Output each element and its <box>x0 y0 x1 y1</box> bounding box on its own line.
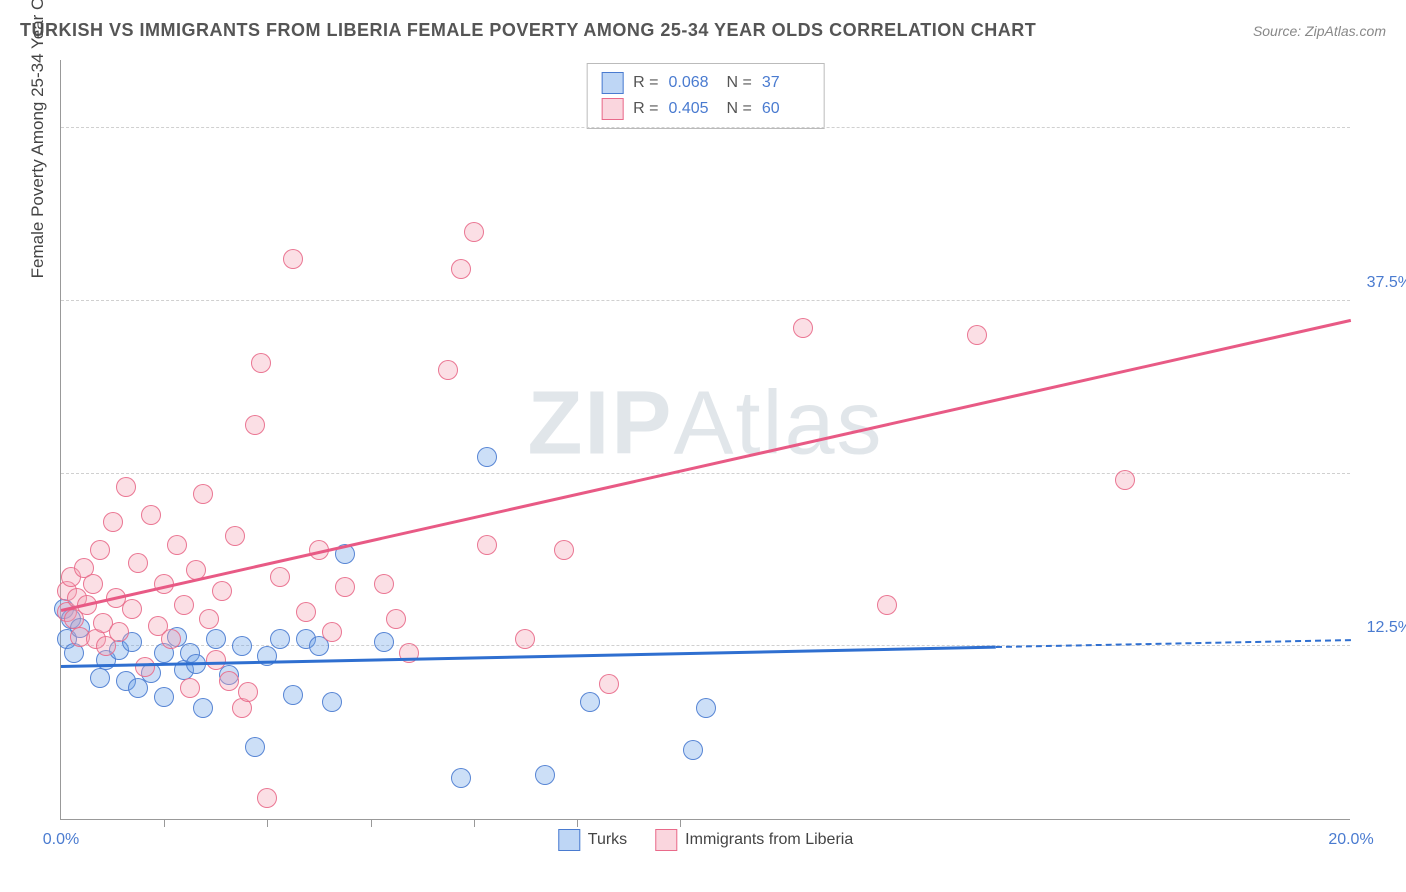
data-point <box>180 678 200 698</box>
data-point <box>374 574 394 594</box>
legend-n-value: 60 <box>762 100 810 118</box>
legend-r-value: 0.068 <box>669 74 717 92</box>
legend-swatch <box>558 829 580 851</box>
data-point <box>270 567 290 587</box>
x-tick <box>474 819 475 827</box>
data-point <box>554 540 574 560</box>
data-point <box>238 682 258 702</box>
legend-row: R = 0.405 N = 60 <box>601 96 810 122</box>
grid-line <box>61 300 1350 301</box>
legend-row: R = 0.068 N = 37 <box>601 70 810 96</box>
data-point <box>83 574 103 594</box>
legend-series-name: Immigrants from Liberia <box>685 831 853 849</box>
data-point <box>90 540 110 560</box>
correlation-legend: R = 0.068 N = 37 R = 0.405 N = 60 <box>586 63 825 129</box>
data-point <box>296 602 316 622</box>
data-point <box>193 698 213 718</box>
data-point <box>535 765 555 785</box>
data-point <box>283 685 303 705</box>
data-point <box>696 698 716 718</box>
data-point <box>251 353 271 373</box>
scatter-plot: ZIPAtlas R =0.068N =37R =0.405N =60 Turk… <box>60 60 1350 820</box>
x-tick <box>577 819 578 827</box>
data-point <box>141 505 161 525</box>
legend-n-value: 37 <box>762 74 810 92</box>
data-point <box>1115 470 1135 490</box>
legend-r-label: R = <box>633 100 658 118</box>
data-point <box>219 671 239 691</box>
data-point <box>103 512 123 532</box>
legend-swatch <box>601 72 623 94</box>
x-tick-label: 20.0% <box>1328 831 1373 849</box>
data-point <box>335 577 355 597</box>
data-point <box>322 622 342 642</box>
series-legend: Turks Immigrants from Liberia <box>558 829 853 851</box>
legend-n-label: N = <box>727 100 752 118</box>
y-axis-label: Female Poverty Among 25-34 Year Olds <box>28 0 48 278</box>
data-point <box>161 629 181 649</box>
data-point <box>257 788 277 808</box>
y-tick-label: 37.5% <box>1367 274 1406 292</box>
legend-r-value: 0.405 <box>669 100 717 118</box>
data-point <box>322 692 342 712</box>
data-point <box>438 360 458 380</box>
grid-line <box>61 127 1350 128</box>
legend-item: Turks <box>558 829 627 851</box>
data-point <box>128 553 148 573</box>
data-point <box>232 636 252 656</box>
data-point <box>374 632 394 652</box>
y-tick-label: 12.5% <box>1367 619 1406 637</box>
data-point <box>167 535 187 555</box>
legend-r-label: R = <box>633 74 658 92</box>
data-point <box>109 622 129 642</box>
grid-line <box>61 473 1350 474</box>
data-point <box>270 629 290 649</box>
legend-series-name: Turks <box>588 831 627 849</box>
data-point <box>206 629 226 649</box>
data-point <box>451 259 471 279</box>
trend-line <box>996 639 1351 648</box>
data-point <box>193 484 213 504</box>
data-point <box>245 415 265 435</box>
data-point <box>580 692 600 712</box>
data-point <box>225 526 245 546</box>
grid-line <box>61 645 1350 646</box>
source-attribution: Source: ZipAtlas.com <box>1253 23 1386 39</box>
data-point <box>477 535 497 555</box>
data-point <box>174 595 194 615</box>
legend-swatch <box>655 829 677 851</box>
legend-item: Immigrants from Liberia <box>655 829 853 851</box>
data-point <box>967 325 987 345</box>
chart-title: TURKISH VS IMMIGRANTS FROM LIBERIA FEMAL… <box>20 20 1036 41</box>
data-point <box>877 595 897 615</box>
data-point <box>464 222 484 242</box>
x-tick <box>164 819 165 827</box>
data-point <box>212 581 232 601</box>
data-point <box>206 650 226 670</box>
x-tick <box>680 819 681 827</box>
watermark: ZIPAtlas <box>527 373 883 476</box>
data-point <box>477 447 497 467</box>
data-point <box>599 674 619 694</box>
x-tick-label: 0.0% <box>43 831 79 849</box>
x-tick <box>267 819 268 827</box>
legend-swatch <box>601 98 623 120</box>
data-point <box>122 599 142 619</box>
data-point <box>451 768 471 788</box>
data-point <box>154 687 174 707</box>
x-tick <box>371 819 372 827</box>
data-point <box>386 609 406 629</box>
data-point <box>683 740 703 760</box>
data-point <box>793 318 813 338</box>
data-point <box>515 629 535 649</box>
data-point <box>283 249 303 269</box>
data-point <box>90 668 110 688</box>
data-point <box>199 609 219 629</box>
data-point <box>116 477 136 497</box>
data-point <box>245 737 265 757</box>
legend-n-label: N = <box>727 74 752 92</box>
data-point <box>135 657 155 677</box>
